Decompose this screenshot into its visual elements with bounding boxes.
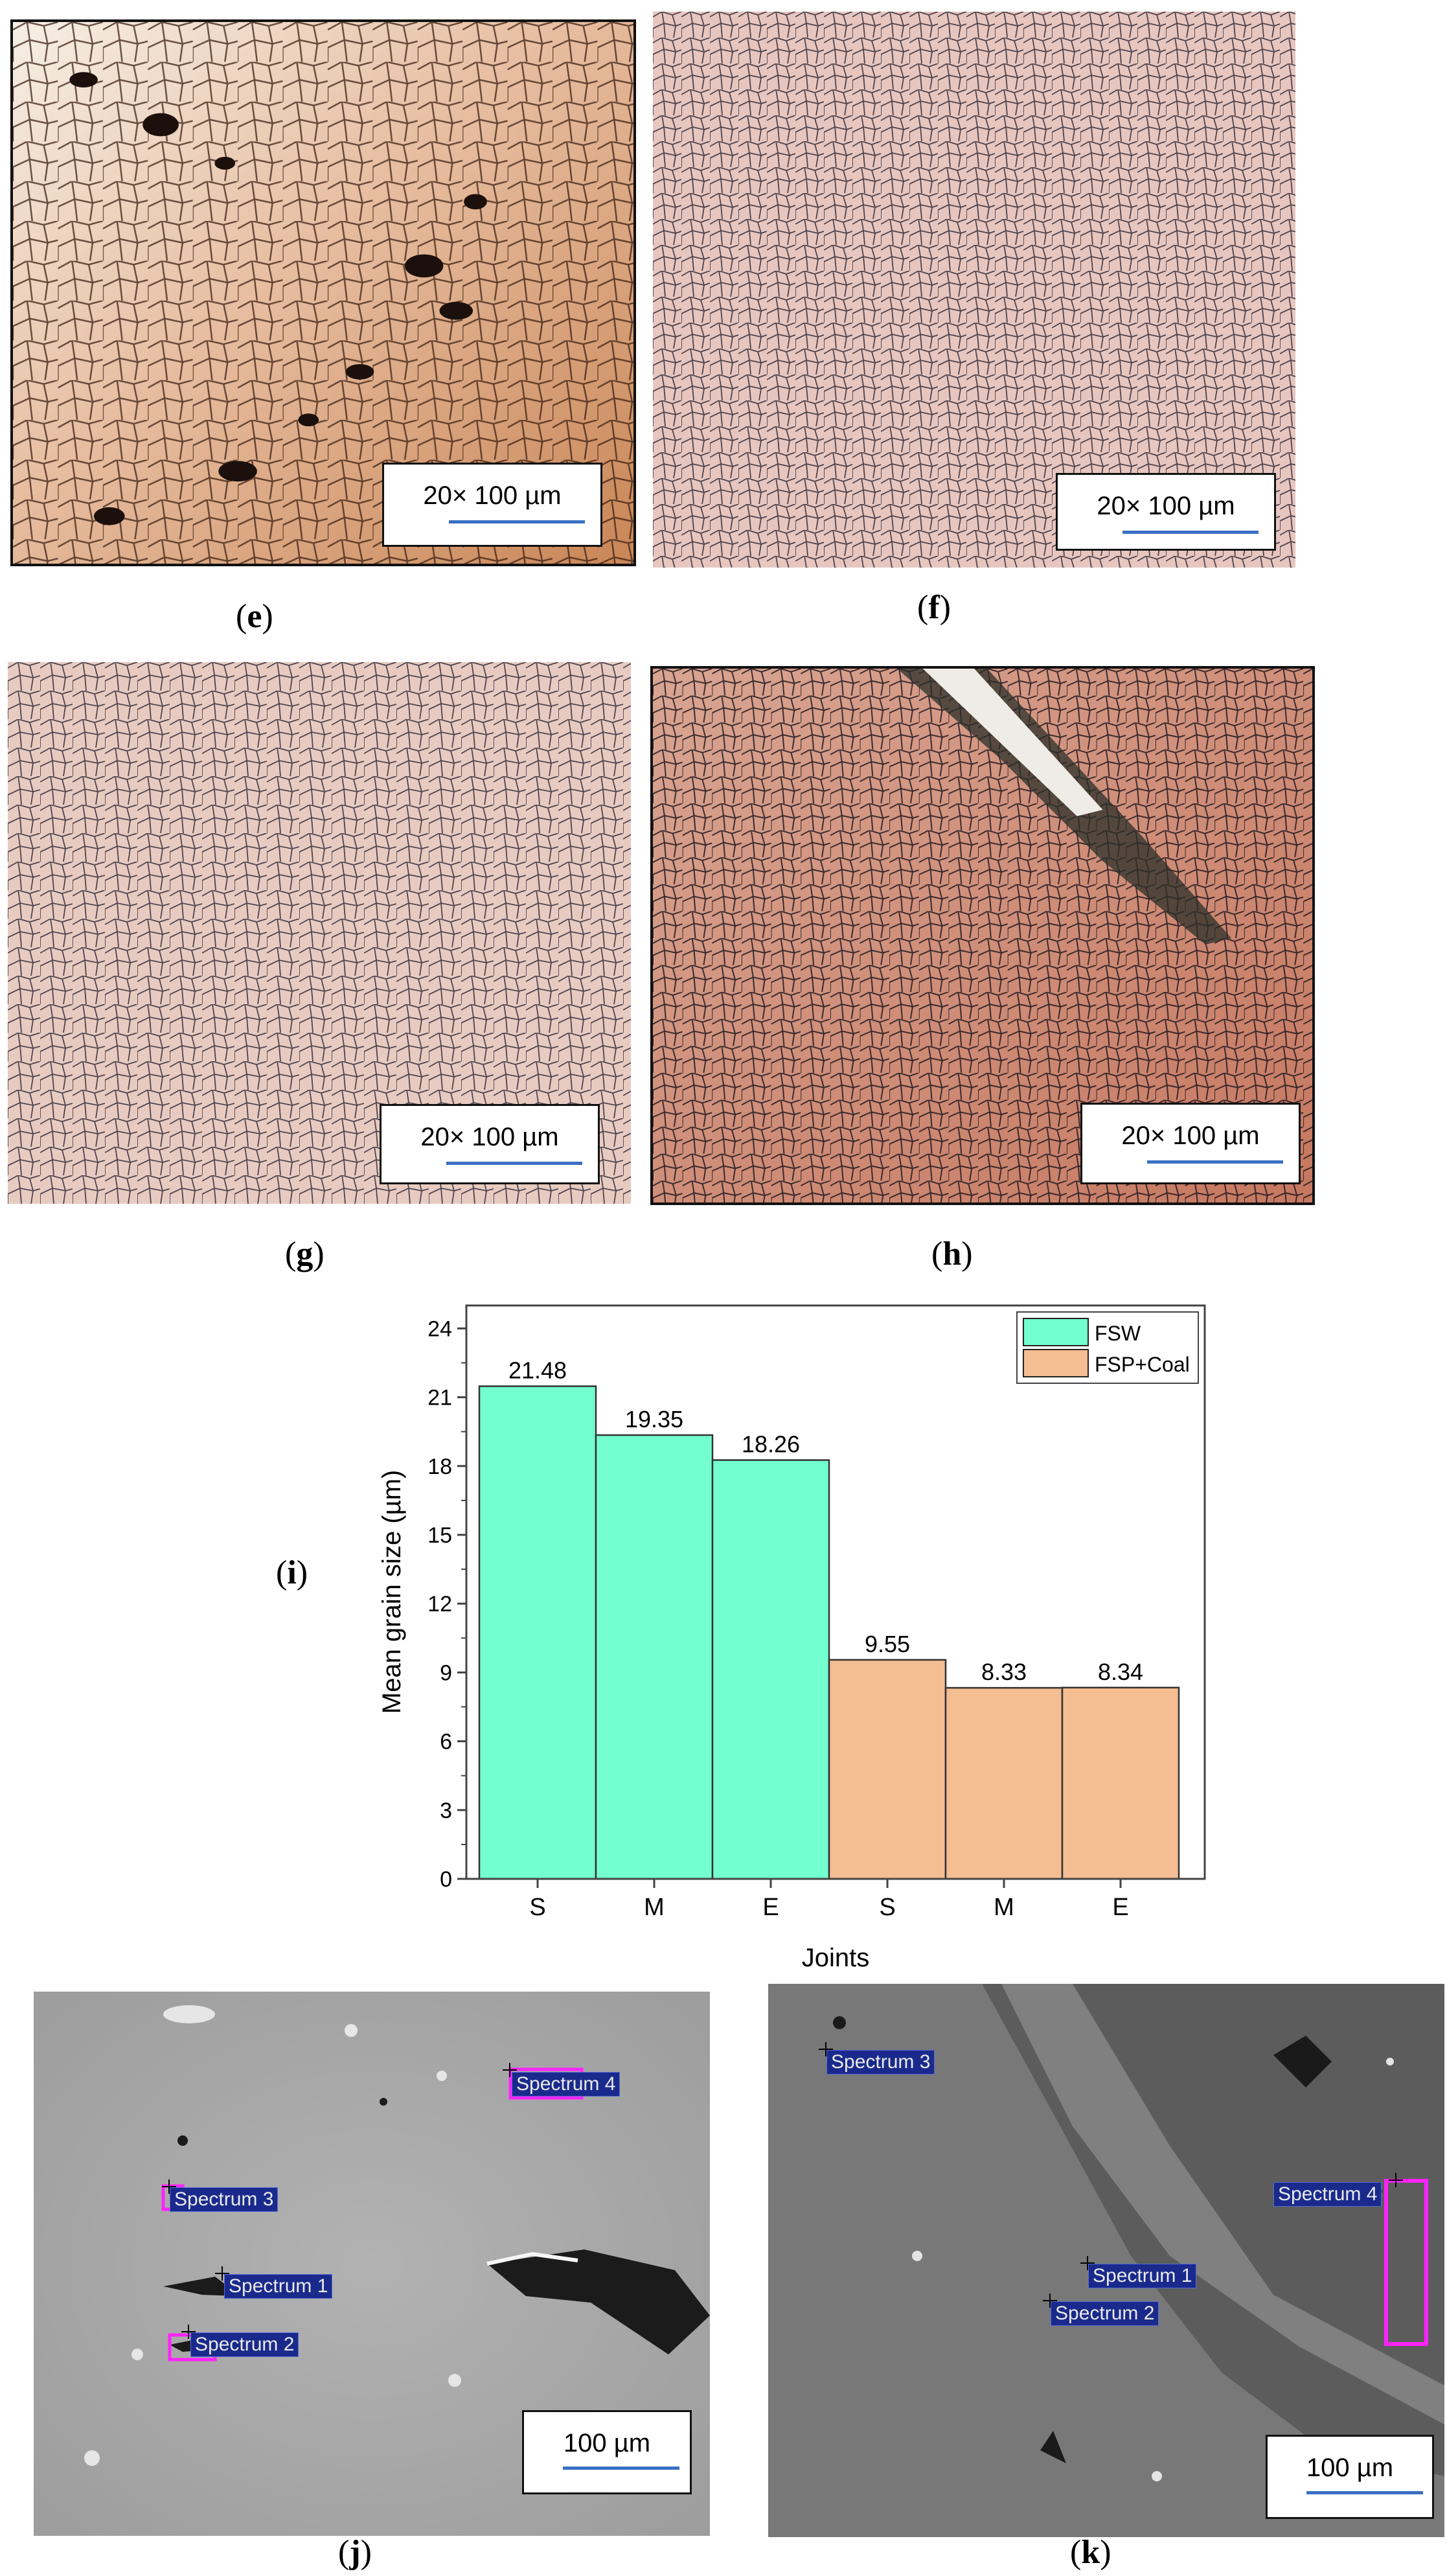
spectrum-marker xyxy=(503,2063,517,2077)
scale-bar-text: 20× 100 µm xyxy=(423,481,562,510)
spectrum-marker xyxy=(215,2266,229,2281)
spectrum-marker xyxy=(162,2179,176,2194)
spectrum-marker xyxy=(819,2042,833,2056)
data-label: 8.33 xyxy=(981,1659,1027,1685)
micrograph-h: 20× 100 µm xyxy=(650,666,1315,1205)
bar-fsp-coal-e xyxy=(1061,1686,1180,1880)
micrograph-e: 20× 100 µm xyxy=(10,19,636,566)
panel-label-h: (h) xyxy=(931,1236,973,1272)
grain-size-bar-chart: 0 3 6 9 12 15 18 21 24 21.48 19.35 18.26 9.55 8.33 8.… xyxy=(378,1304,1206,1972)
y-tick-label: 3 xyxy=(440,1799,452,1823)
spectrum-label: Spectrum 1 xyxy=(224,2274,333,2299)
spectrum-marker xyxy=(1043,2294,1057,2308)
spectrum-label: Spectrum 2 xyxy=(1051,2301,1159,2326)
x-tick-label: E xyxy=(762,1894,779,1921)
scale-bar-text: 20× 100 µm xyxy=(1097,492,1235,520)
y-axis-title: Mean grain size (µm) xyxy=(378,1470,406,1714)
data-label: 18.26 xyxy=(742,1431,800,1458)
x-tick-label: S xyxy=(879,1894,895,1921)
y-tick-label: 9 xyxy=(440,1661,452,1685)
scale-bar xyxy=(446,1162,582,1165)
scale-bar-text: 100 µm xyxy=(1306,2454,1394,2482)
plot-frame xyxy=(465,1304,1206,1880)
legend-swatch-fsp-coal xyxy=(1023,1349,1089,1377)
panel-label-i: (i) xyxy=(276,1554,308,1591)
legend-swatch-fsw xyxy=(1023,1318,1089,1346)
y-tick-label: 24 xyxy=(427,1317,452,1341)
bar-fsp-coal-s xyxy=(828,1659,947,1880)
y-tick-label: 0 xyxy=(440,1867,452,1892)
y-tick-label: 21 xyxy=(427,1386,452,1410)
scale-bar-box: 20× 100 µm xyxy=(1056,473,1276,551)
x-axis-title: Joints xyxy=(802,1944,870,1972)
scale-bar xyxy=(1122,531,1259,534)
spectrum-label: Spectrum 3 xyxy=(170,2187,279,2212)
scale-bar-text: 20× 100 µm xyxy=(1121,1121,1260,1150)
micrograph-f: 20× 100 µm xyxy=(653,12,1295,568)
bar-fsw-s xyxy=(478,1385,597,1880)
data-label: 19.35 xyxy=(625,1406,683,1432)
x-tick-label: M xyxy=(994,1894,1014,1921)
panel-label-f: (f) xyxy=(917,589,951,626)
micrograph-g: 20× 100 µm xyxy=(8,662,631,1204)
spectrum-label: Spectrum 3 xyxy=(826,2050,935,2075)
scale-bar-box: 20× 100 µm xyxy=(382,463,602,547)
spectrum-marker xyxy=(1389,2173,1403,2187)
spectrum-label: Spectrum 1 xyxy=(1088,2264,1197,2288)
bar-fsp-coal-m xyxy=(944,1686,1064,1880)
legend: FSW FSP+Coal xyxy=(1016,1311,1199,1384)
spectrum-label: Spectrum 4 xyxy=(512,2072,621,2097)
data-label: 8.34 xyxy=(1098,1659,1143,1685)
y-tick-label: 12 xyxy=(427,1592,452,1616)
x-tick-label: E xyxy=(1112,1894,1128,1921)
x-tick-label: M xyxy=(644,1894,665,1921)
x-tick-label: S xyxy=(529,1894,545,1921)
spectrum-marker xyxy=(181,2325,196,2339)
bar-fsw-m xyxy=(595,1434,714,1880)
spectrum-label: Spectrum 2 xyxy=(190,2332,299,2357)
panel-label-j: (j) xyxy=(338,2534,372,2571)
data-label: 21.48 xyxy=(508,1357,567,1384)
legend-label-fsw: FSW xyxy=(1095,1322,1141,1345)
scale-bar-box: 20× 100 µm xyxy=(1080,1103,1301,1184)
spectrum-label: Spectrum 4 xyxy=(1273,2182,1382,2207)
data-label: 9.55 xyxy=(865,1631,910,1657)
panel-label-e: (e) xyxy=(236,598,273,635)
scale-bar-text: 20× 100 µm xyxy=(420,1123,559,1151)
bar-fsw-e xyxy=(711,1459,830,1880)
scale-bar-text: 100 µm xyxy=(563,2429,651,2457)
legend-label-fsp-coal: FSP+Coal xyxy=(1095,1353,1190,1376)
scale-bar xyxy=(449,520,585,523)
panel-label-k: (k) xyxy=(1070,2534,1111,2571)
scale-bar xyxy=(1306,2491,1423,2494)
scale-bar xyxy=(1147,1160,1283,1164)
scale-bar-box: 100 µm xyxy=(522,2410,692,2494)
scale-bar-box: 100 µm xyxy=(1266,2435,1434,2519)
spectrum-marker xyxy=(1080,2256,1095,2270)
scale-bar xyxy=(563,2467,679,2470)
sem-image-k: Spectrum 3 Spectrum 4 Spectrum 1 Spectru… xyxy=(768,1984,1444,2537)
scale-bar-box: 20× 100 µm xyxy=(380,1104,600,1184)
y-tick-label: 15 xyxy=(427,1523,452,1548)
panel-label-g: (g) xyxy=(285,1236,325,1272)
sem-image-j: Spectrum 4 Spectrum 3 Spectrum 1 Spectru… xyxy=(34,1992,710,2536)
y-tick-label: 18 xyxy=(427,1455,452,1479)
y-tick-label: 6 xyxy=(440,1730,452,1754)
